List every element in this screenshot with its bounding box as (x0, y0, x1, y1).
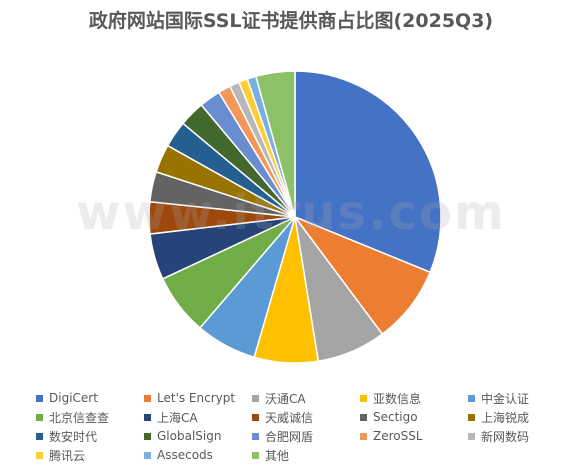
legend-swatch (468, 432, 475, 440)
legend-item: 新网数码 (468, 428, 576, 444)
legend-swatch (144, 451, 151, 459)
legend-swatch (468, 413, 475, 421)
legend-swatch (144, 432, 151, 440)
legend-swatch (468, 394, 475, 402)
legend-label: DigiCert (49, 391, 98, 405)
legend-swatch (360, 432, 367, 440)
legend-item: 亚数信息 (360, 390, 468, 406)
legend-item: 上海CA (144, 409, 252, 425)
legend-item: 上海锐成 (468, 409, 576, 425)
legend-label: 中金认证 (481, 391, 530, 406)
chart-legend: DigiCert Let's Encrypt 沃通CA 亚数信息 中金认证北京信查查 上海… (36, 390, 576, 463)
legend-swatch (252, 413, 259, 421)
legend-item: 数安时代 (36, 428, 144, 444)
legend-label: GlobalSign (157, 429, 222, 443)
legend-item: GlobalSign (144, 428, 252, 444)
legend-item: 北京信查查 (36, 409, 144, 425)
legend-label: 亚数信息 (373, 391, 422, 406)
pie-slice-0 (294, 70, 442, 274)
legend-item: Sectigo (360, 409, 468, 425)
legend-label: 其他 (265, 448, 290, 463)
legend-swatch (360, 394, 367, 402)
legend-swatch (252, 451, 259, 459)
legend-item: 沃通CA (252, 390, 360, 406)
legend-label: 数安时代 (49, 429, 98, 444)
legend-label: 合肥网盾 (265, 429, 314, 444)
legend-swatch (36, 432, 43, 440)
legend-swatch (36, 394, 43, 402)
legend-item: 其他 (252, 447, 360, 463)
legend-label: 上海锐成 (481, 410, 530, 425)
pie-slice-17 (254, 70, 296, 218)
legend-swatch (252, 432, 259, 440)
legend-label: 天威诚信 (265, 410, 314, 425)
legend-swatch (36, 413, 43, 421)
legend-label: Let's Encrypt (157, 391, 236, 405)
legend-item: 合肥网盾 (252, 428, 360, 444)
legend-item: 中金认证 (468, 390, 576, 406)
legend-label: Assecods (157, 448, 213, 462)
legend-label: 腾讯云 (49, 448, 86, 463)
legend-label: 新网数码 (481, 429, 530, 444)
legend-swatch (144, 413, 151, 421)
legend-label: 上海CA (157, 410, 198, 425)
chart-title: 政府网站国际SSL证书提供商占比图(2025Q3) (88, 10, 494, 32)
legend-label: 北京信查查 (49, 410, 110, 425)
legend-label: 沃通CA (265, 391, 306, 406)
legend-item: Assecods (144, 447, 252, 463)
legend-swatch (36, 451, 43, 459)
legend-item: ZeroSSL (360, 428, 468, 444)
legend-swatch (360, 413, 367, 421)
legend-label: ZeroSSL (373, 429, 423, 443)
pie-chart (148, 70, 442, 364)
legend-swatch (144, 394, 151, 402)
legend-item: Let's Encrypt (144, 390, 252, 406)
legend-swatch (252, 394, 259, 402)
legend-label: Sectigo (373, 410, 418, 424)
legend-item: 腾讯云 (36, 447, 144, 463)
legend-item: DigiCert (36, 390, 144, 406)
legend-item: 天威诚信 (252, 409, 360, 425)
